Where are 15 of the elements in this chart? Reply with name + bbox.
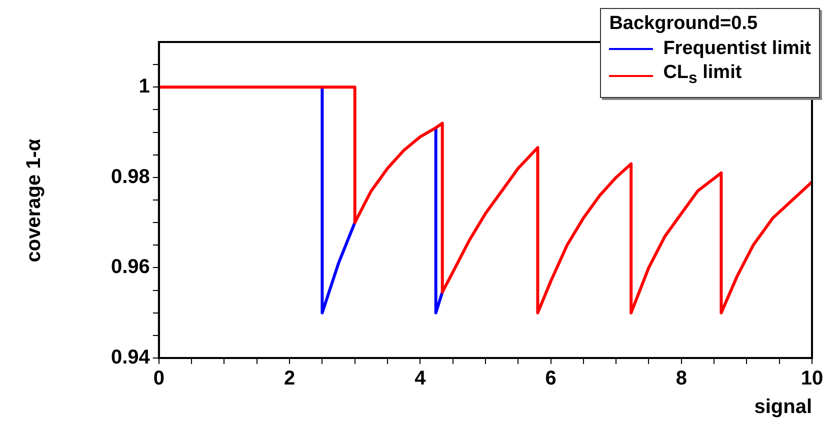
x-tick-label: 0 bbox=[153, 368, 164, 390]
x-tick-label: 6 bbox=[545, 368, 556, 390]
x-tick-label: 4 bbox=[414, 368, 427, 390]
y-tick-label: 0.98 bbox=[110, 166, 150, 188]
y-tick-label: 1 bbox=[138, 76, 150, 98]
legend-title: Background=0.5 bbox=[609, 13, 759, 35]
x-tick-label: 10 bbox=[800, 368, 824, 390]
y-tick-label: 0.96 bbox=[110, 256, 150, 278]
x-tick-label: 2 bbox=[284, 368, 296, 390]
y-tick-label: 0.94 bbox=[110, 346, 151, 369]
x-tick-label: 8 bbox=[676, 368, 687, 390]
legend-label: Frequentist limit bbox=[663, 37, 811, 61]
legend-label: CL$_{s}$ limit bbox=[663, 61, 742, 89]
x-axis-title: signal bbox=[754, 396, 812, 419]
y-axis-title: coverage 1-α bbox=[24, 138, 46, 262]
